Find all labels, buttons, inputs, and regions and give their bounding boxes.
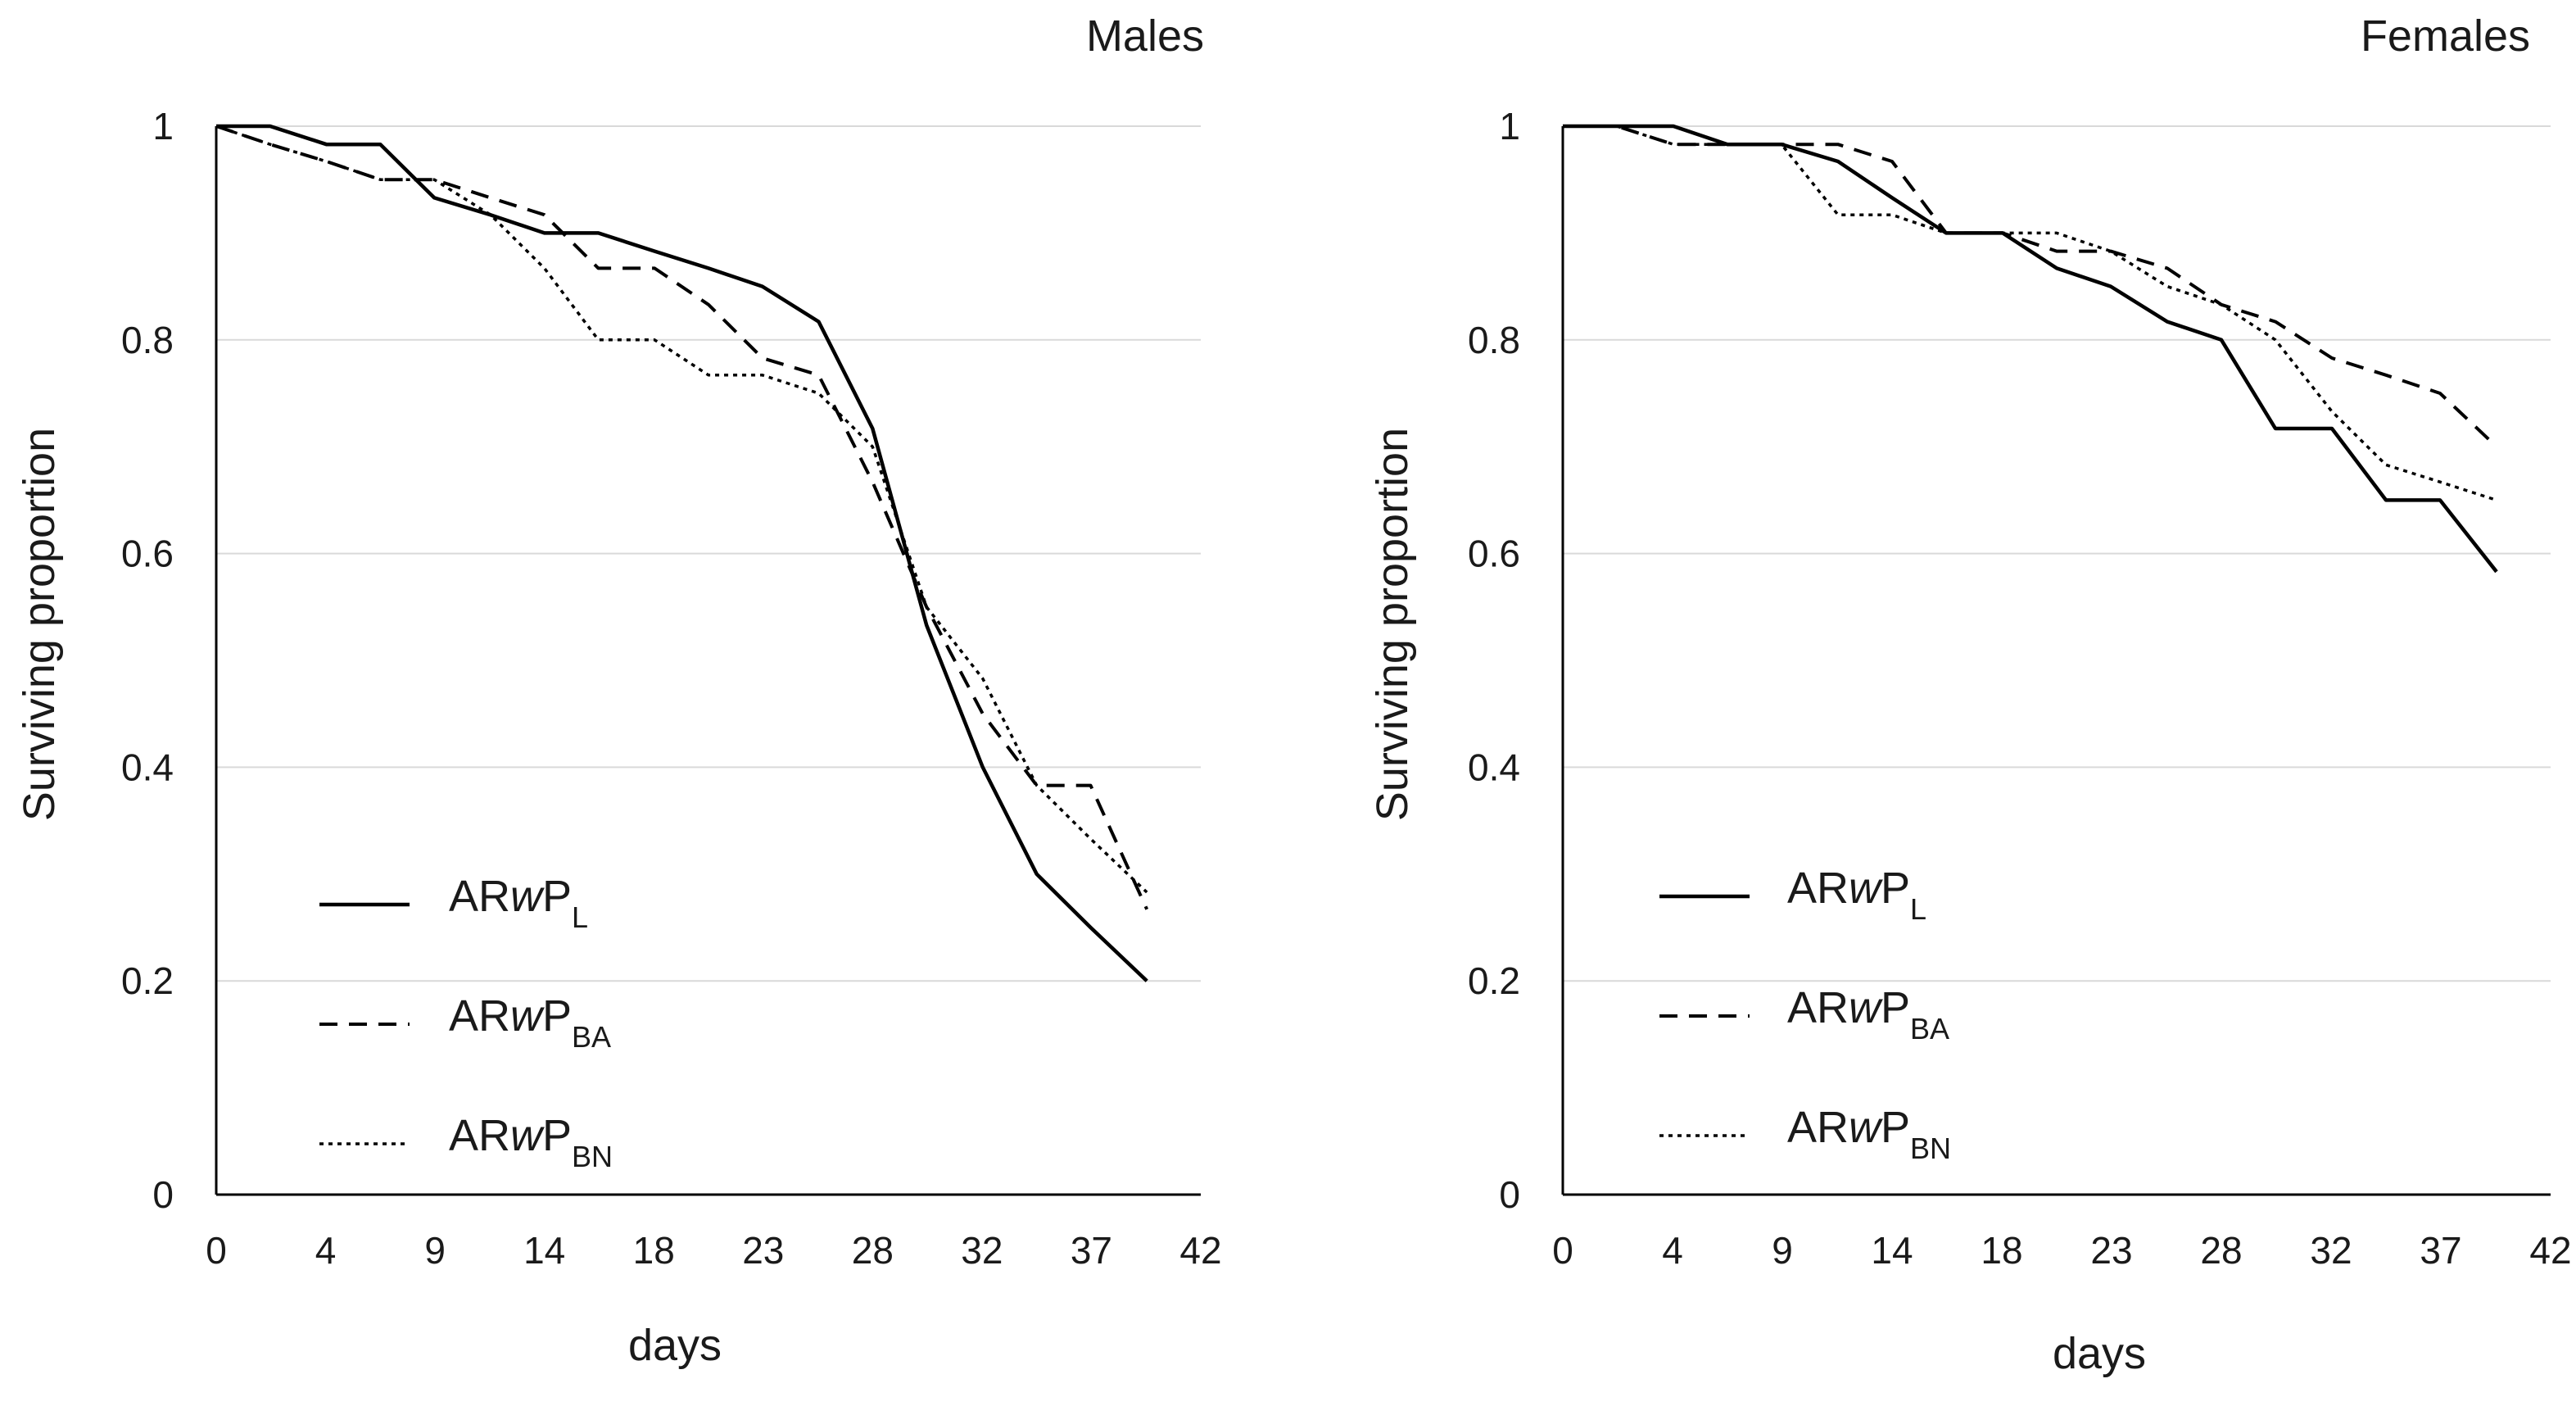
x-tick-label: 23 bbox=[742, 1229, 784, 1272]
legend-label-letter: P bbox=[542, 872, 572, 921]
y-tick-label: 0 bbox=[152, 1173, 174, 1216]
series-line-arwpba bbox=[1563, 125, 2498, 448]
x-axis-title: days bbox=[2053, 1329, 2146, 1378]
x-tick-label: 18 bbox=[633, 1229, 675, 1272]
legend-label-base: AR bbox=[449, 872, 510, 921]
legend-label-italic: w bbox=[1849, 864, 1883, 913]
series-line-arwpl bbox=[1563, 124, 2498, 574]
legend-label-letter: P bbox=[1881, 864, 1910, 913]
legend-label-base: AR bbox=[449, 991, 510, 1041]
legend-label-subscript: L bbox=[1910, 892, 1926, 926]
legend-label-italic: w bbox=[510, 1111, 545, 1160]
series-line-arwpl bbox=[216, 124, 1148, 982]
legend-label-arwpl: ARwPL bbox=[449, 872, 588, 934]
y-tick-label: 0.2 bbox=[1468, 959, 1520, 1002]
y-tick-label: 1 bbox=[152, 105, 174, 147]
legend-label-italic: w bbox=[510, 991, 545, 1041]
legend-label-letter: P bbox=[542, 1111, 572, 1160]
legend-label-base: AR bbox=[1787, 983, 1849, 1032]
legend-label-subscript: BA bbox=[572, 1020, 611, 1054]
x-tick-label: 4 bbox=[1662, 1229, 1683, 1272]
legend-label-base: AR bbox=[449, 1111, 510, 1160]
x-axis-title: days bbox=[628, 1321, 722, 1370]
x-tick-label: 28 bbox=[852, 1229, 894, 1272]
x-tick-label: 37 bbox=[2420, 1229, 2461, 1272]
series-line-arwpbn bbox=[215, 125, 1148, 894]
legend-label-letter: P bbox=[542, 991, 572, 1041]
legend-label-arwpba: ARwPBA bbox=[449, 991, 611, 1054]
legend-label-arwpbn: ARwPBN bbox=[1787, 1103, 1951, 1165]
legend-label-subscript: L bbox=[572, 900, 588, 934]
legend-label-base: AR bbox=[1787, 1103, 1849, 1152]
x-tick-label: 18 bbox=[1981, 1229, 2022, 1272]
y-tick-label: 0.6 bbox=[1468, 533, 1520, 575]
y-axis-title: Surviving proportion bbox=[1368, 428, 1417, 821]
y-tick-label: 0.8 bbox=[1468, 319, 1520, 361]
x-tick-label: 9 bbox=[424, 1229, 446, 1272]
x-tick-label: 0 bbox=[1552, 1229, 1573, 1272]
x-tick-label: 32 bbox=[2310, 1229, 2352, 1272]
legend-label-subscript: BN bbox=[572, 1140, 613, 1173]
x-tick-label: 14 bbox=[1871, 1229, 1913, 1272]
panel-title: Males bbox=[1086, 11, 1204, 61]
x-tick-label: 42 bbox=[1179, 1229, 1221, 1272]
x-tick-label: 4 bbox=[315, 1229, 337, 1272]
legend-label-italic: w bbox=[1849, 983, 1883, 1032]
x-tick-label: 37 bbox=[1071, 1229, 1112, 1272]
series-line-arwpbn bbox=[1563, 125, 2497, 502]
legend-label-base: AR bbox=[1787, 864, 1849, 913]
legend-label-letter: P bbox=[1881, 983, 1910, 1032]
chart-panel-females: 0 0.2 0.4 0.6 0.8 1 0 4 9 14 18 23 28 32 37 42 Females da… bbox=[1368, 11, 2572, 1378]
y-tick-label: 0.4 bbox=[121, 746, 174, 788]
legend-label-subscript: BA bbox=[1910, 1012, 1949, 1045]
legend-label-italic: w bbox=[510, 872, 545, 921]
x-tick-label: 23 bbox=[2090, 1229, 2132, 1272]
x-tick-label: 14 bbox=[523, 1229, 565, 1272]
legend-label-arwpbn: ARwPBN bbox=[449, 1111, 613, 1173]
legend-label-subscript: BN bbox=[1910, 1132, 1951, 1165]
y-tick-label: 0.8 bbox=[121, 319, 174, 361]
legend-label-arwpba: ARwPBA bbox=[1787, 983, 1949, 1045]
legend-label-letter: P bbox=[1881, 1103, 1910, 1152]
x-tick-label: 42 bbox=[2529, 1229, 2571, 1272]
y-tick-label: 0.6 bbox=[121, 533, 174, 575]
chart-panel-males: 0 0.2 0.4 0.6 0.8 1 0 4 9 14 18 23 28 32 37 42 Males days… bbox=[15, 11, 1222, 1370]
panel-title: Females bbox=[2361, 11, 2530, 61]
x-tick-label: 28 bbox=[2200, 1229, 2242, 1272]
x-tick-label: 0 bbox=[206, 1229, 227, 1272]
y-tick-label: 1 bbox=[1499, 105, 1520, 147]
series-line-arwpba bbox=[215, 125, 1149, 910]
y-axis-title: Surviving proportion bbox=[15, 428, 64, 821]
legend-label-arwpl: ARwPL bbox=[1787, 864, 1926, 926]
legend-label-italic: w bbox=[1849, 1103, 1883, 1152]
x-tick-label: 32 bbox=[961, 1229, 1003, 1272]
y-tick-label: 0.2 bbox=[121, 959, 174, 1002]
y-tick-label: 0.4 bbox=[1468, 746, 1520, 788]
y-tick-label: 0 bbox=[1499, 1173, 1520, 1216]
x-tick-label: 9 bbox=[1772, 1229, 1793, 1272]
